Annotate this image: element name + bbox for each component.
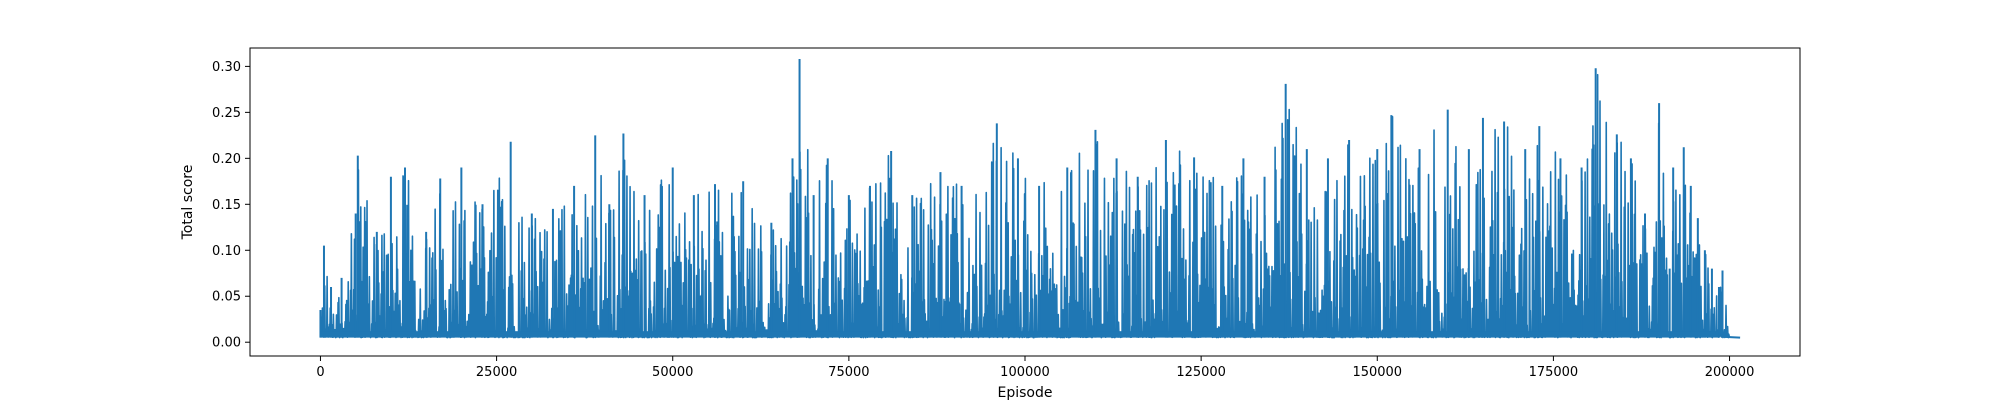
x-tick-label: 100000 <box>1000 365 1050 380</box>
y-tick-label: 0.20 <box>212 152 241 167</box>
y-axis-label: Total score <box>180 165 196 241</box>
x-axis: 0 25000 50000 75000 100000 125000 150000 175000… <box>316 356 1754 380</box>
y-axis: 0.00 0.05 0.10 0.15 0.20 0.25 0.30 <box>212 60 250 351</box>
x-tick-label: 200000 <box>1705 365 1755 380</box>
y-tick-label: 0.10 <box>212 244 241 259</box>
series-peaks <box>319 59 1741 339</box>
x-axis-label: Episode <box>998 385 1053 400</box>
series-total-score <box>319 59 1741 339</box>
x-tick-label: 75000 <box>828 365 869 380</box>
x-tick-label: 25000 <box>476 365 517 380</box>
y-tick-label: 0.05 <box>212 290 241 305</box>
x-tick-label: 175000 <box>1529 365 1579 380</box>
y-tick-label: 0.30 <box>212 60 241 75</box>
series-baseline-band <box>320 331 1719 338</box>
x-tick-label: 50000 <box>652 365 693 380</box>
y-tick-label: 0.00 <box>212 336 241 351</box>
x-tick-label: 0 <box>316 365 324 380</box>
x-tick-label: 125000 <box>1176 365 1226 380</box>
y-tick-label: 0.15 <box>212 198 241 213</box>
x-tick-label: 150000 <box>1352 365 1402 380</box>
y-tick-label: 0.25 <box>212 106 241 121</box>
